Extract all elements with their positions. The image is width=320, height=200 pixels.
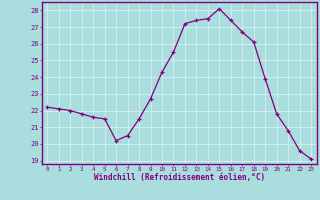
X-axis label: Windchill (Refroidissement éolien,°C): Windchill (Refroidissement éolien,°C) <box>94 173 265 182</box>
